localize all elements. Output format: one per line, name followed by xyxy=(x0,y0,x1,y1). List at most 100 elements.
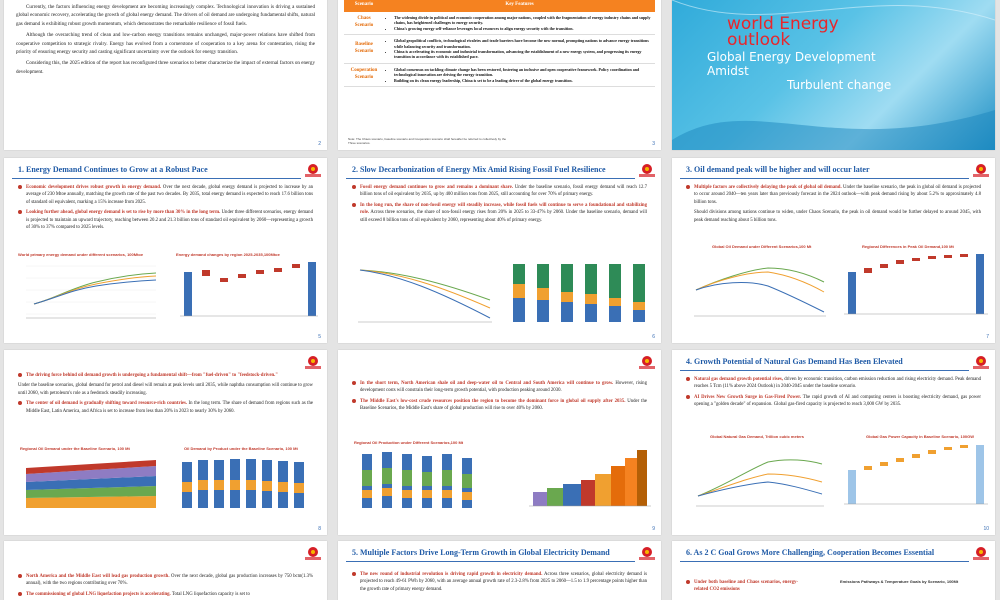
world-demand-line-chart xyxy=(26,265,157,319)
cover-title-line1: world Energy outlook xyxy=(727,14,839,50)
feature-bullet: Global consensus on tackling climate cha… xyxy=(394,67,651,78)
slide-electricity-demand[interactable]: 5. Multiple Factors Drive Long-Term Grow… xyxy=(338,541,661,600)
chart-title: Regional Oil Demand under the Baseline S… xyxy=(20,446,130,451)
chart-title: Energy demand changes by region 2025-203… xyxy=(176,252,280,257)
regional-production-bar-chart xyxy=(362,452,472,508)
chart-title: Global Oil Demand under Different Scenar… xyxy=(712,244,812,249)
chart-title: Regional Differences in Peak Oil Demand,… xyxy=(862,244,954,249)
cover-title-line3: Turbulent change xyxy=(787,78,892,92)
fossil-share-line-chart xyxy=(358,269,492,323)
bullet: Economic development drives robust growt… xyxy=(4,184,327,206)
oil-demand-line-chart xyxy=(694,267,826,317)
slide-decarbonization[interactable]: 2. Slow Decarbonization of Energy Mix Am… xyxy=(338,158,661,343)
feature-bullet: China is accelerating its economic and i… xyxy=(394,49,651,60)
company-logo-icon xyxy=(973,547,989,561)
company-logo-icon xyxy=(305,164,321,178)
bullet: Fossil energy demand continues to grow a… xyxy=(338,184,661,199)
chart-title: Global Natural Gas Demand, Trillion cubi… xyxy=(710,434,805,439)
slide-cover[interactable]: world Energy outlook Global Energy Develo… xyxy=(672,0,995,150)
slide-title: 6. As 2 C Goal Grows More Challenging, C… xyxy=(686,548,935,557)
slide-gas-production[interactable]: North America and the Middle East will l… xyxy=(4,541,327,600)
bullet: The Middle East's low-cost crude resourc… xyxy=(338,398,661,413)
chart-title: Oil Demand by Product under the Baseline… xyxy=(184,446,298,451)
cover-title-line2: Global Energy Development Amidst xyxy=(707,50,876,78)
energy-mix-stacked-bar-chart xyxy=(513,264,645,322)
company-logo-icon xyxy=(639,356,655,370)
slide-title: 3. Oil demand peak will be higher and wi… xyxy=(686,165,870,174)
slide-header xyxy=(4,350,327,372)
table-footnote: Note: The Chaos scenario, baseline scena… xyxy=(348,137,507,145)
bullet: AI Drives New Growth Surge in Gas-Fired … xyxy=(672,394,995,409)
scenario-name: Chaos Scenario xyxy=(344,12,384,36)
slide-header: 5. Multiple Factors Drive Long-Term Grow… xyxy=(338,541,661,563)
scenario-name: Baseline Scenario xyxy=(344,34,384,64)
slide-oil-demand-shift[interactable]: The driving force behind oil demand grow… xyxy=(4,350,327,535)
bullet: In the long run, the share of non-fossil… xyxy=(338,202,661,224)
bullet: Looking further ahead, global energy dem… xyxy=(4,209,327,231)
bullet: Multiple factors are collectively delayi… xyxy=(672,184,995,206)
page-number: 10 xyxy=(983,526,989,532)
bullet: The commissioning of global LNG liquefac… xyxy=(4,591,327,598)
bullet: The new round of industrial revolution i… xyxy=(338,571,661,593)
feature-bullet: The widening divide in political and eco… xyxy=(394,15,651,26)
bullet: The driving force behind oil demand grow… xyxy=(4,372,327,379)
paragraph: Should divisions among nations continue … xyxy=(694,210,981,223)
peak-oil-waterfall-chart xyxy=(844,254,988,315)
regional-oil-stacked-area-chart xyxy=(26,460,156,508)
slide-oil-peak[interactable]: 3. Oil demand peak will be higher and wi… xyxy=(672,158,995,343)
slide-header: 1. Energy Demand Continues to Grow at a … xyxy=(4,158,327,180)
slide-intro[interactable]: Currently, the factors influencing energ… xyxy=(4,0,327,150)
oil-product-stacked-bar-chart xyxy=(182,459,304,508)
slide-title: 5. Multiple Factors Drive Long-Term Grow… xyxy=(352,548,610,557)
slide-title: 2. Slow Decarbonization of Energy Mix Am… xyxy=(352,165,606,174)
company-logo-icon xyxy=(305,547,321,561)
company-logo-icon xyxy=(973,356,989,370)
company-logo-icon xyxy=(973,164,989,178)
table-header-scenario: Scenario xyxy=(344,0,384,12)
page-number: 5 xyxy=(318,334,321,340)
slide-emissions[interactable]: 6. As 2 C Goal Grows More Challenging, C… xyxy=(672,541,995,600)
regional-change-bar-chart xyxy=(180,262,318,317)
feature-bullet: Building on its clean energy leadership,… xyxy=(394,78,651,83)
cover-wave-graphic xyxy=(672,0,995,150)
table-row: Chaos Scenario The widening divide in pol… xyxy=(344,12,655,36)
page-number: 7 xyxy=(986,334,989,340)
paragraph: Under the baseline scenarios, global dem… xyxy=(18,383,313,396)
page-number: 2 xyxy=(318,141,321,147)
company-logo-icon xyxy=(305,356,321,370)
chart-title: Regional Oil Production under Different … xyxy=(354,440,464,445)
slide-header xyxy=(4,541,327,563)
slide-header: 6. As 2 C Goal Grows More Challenging, C… xyxy=(672,541,995,563)
slide-oil-production[interactable]: In the short term, North American shale … xyxy=(338,350,661,535)
chart-title: World primary energy demand under differ… xyxy=(18,252,144,257)
slide-header: 3. Oil demand peak will be higher and wi… xyxy=(672,158,995,180)
page-number: 8 xyxy=(318,526,321,532)
bullet: The center of oil demand is gradually sh… xyxy=(4,400,327,415)
feature-bullet: China's growing energy self-reliance lev… xyxy=(394,26,651,31)
slide-natural-gas[interactable]: 4. Growth Potential of Natural Gas Deman… xyxy=(672,350,995,535)
table-row: Baseline Scenario Global geopolitical con… xyxy=(344,34,655,64)
bullet: In the short term, North American shale … xyxy=(338,380,661,395)
slide-title: 1. Energy Demand Continues to Grow at a … xyxy=(18,165,208,174)
feature-bullet: Global geopolitical conflicts, technolog… xyxy=(394,38,651,49)
company-logo-icon xyxy=(639,547,655,561)
gas-capacity-waterfall-chart xyxy=(844,445,988,505)
breakeven-cost-curve-chart xyxy=(529,450,651,507)
bullet: Natural gas demand growth potential rise… xyxy=(672,376,995,391)
slide-header xyxy=(338,350,661,372)
slide-header: 2. Slow Decarbonization of Energy Mix Am… xyxy=(338,158,661,180)
page-number: 3 xyxy=(652,141,655,147)
slide-energy-demand[interactable]: 1. Energy Demand Continues to Grow at a … xyxy=(4,158,327,343)
table-row: Cooperation Scenario Global consensus on … xyxy=(344,63,655,87)
bullet: Under both baseline and Chaos scenarios,… xyxy=(672,579,812,594)
page-number: 6 xyxy=(652,334,655,340)
slide-title: 4. Growth Potential of Natural Gas Deman… xyxy=(686,357,903,366)
table-header-features: Key Features xyxy=(384,0,655,12)
gas-demand-line-chart xyxy=(696,459,824,507)
paragraph: Considering this, the 2025 edition of th… xyxy=(16,60,316,75)
chart-title: Emissions Pathways & Temperature Goals b… xyxy=(840,579,959,584)
chart-title: Global Gas Power Capacity in Baseline Sc… xyxy=(866,434,975,439)
